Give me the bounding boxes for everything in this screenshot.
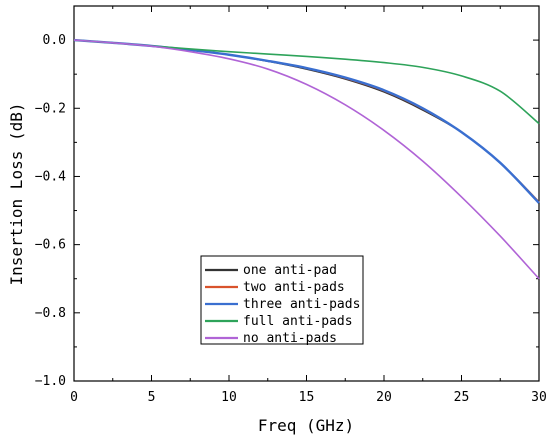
x-axis: 0 5 10 15 20 25 30 — [70, 6, 547, 405]
x-axis-title: Freq (GHz) — [258, 416, 354, 435]
x-tick-label: 25 — [454, 390, 470, 405]
x-tick-label: 20 — [376, 390, 392, 405]
y-tick-label: 0.0 — [43, 33, 66, 48]
legend-box — [200, 255, 364, 345]
y-tick-label: −0.6 — [35, 238, 66, 253]
y-tick-label: −1.0 — [35, 374, 66, 389]
series-line-full-anti-pads — [73, 39, 540, 125]
series-line-two-anti-pads — [73, 39, 540, 203]
series-lines — [73, 38, 540, 280]
series-line-no-anti-pads — [73, 39, 540, 280]
y-tick-label: −0.2 — [35, 101, 66, 116]
series-line-one-anti-pad — [73, 39, 540, 203]
legend-label: two anti-pads — [243, 280, 345, 295]
legend: one anti-pad two anti-pads three anti-pads… — [200, 255, 364, 346]
legend-label: three anti-pads — [243, 297, 360, 312]
series-line-three-anti-pads — [73, 38, 540, 204]
x-tick-label: 5 — [148, 390, 156, 405]
x-tick-label: 15 — [299, 390, 315, 405]
x-tick-label: 30 — [531, 390, 547, 405]
y-tick-label: −0.4 — [35, 169, 66, 184]
y-tick-label: −0.8 — [35, 306, 66, 321]
legend-label: full anti-pads — [243, 314, 353, 329]
legend-label: no anti-pads — [243, 331, 337, 346]
y-axis: 0.0 −0.2 −0.4 −0.6 −0.8 −1.0 — [35, 5, 539, 389]
x-tick-label: 10 — [221, 390, 237, 405]
y-axis-title: Insertion Loss (dB) — [7, 102, 26, 285]
x-tick-label: 0 — [70, 390, 78, 405]
legend-label: one anti-pad — [243, 263, 337, 278]
